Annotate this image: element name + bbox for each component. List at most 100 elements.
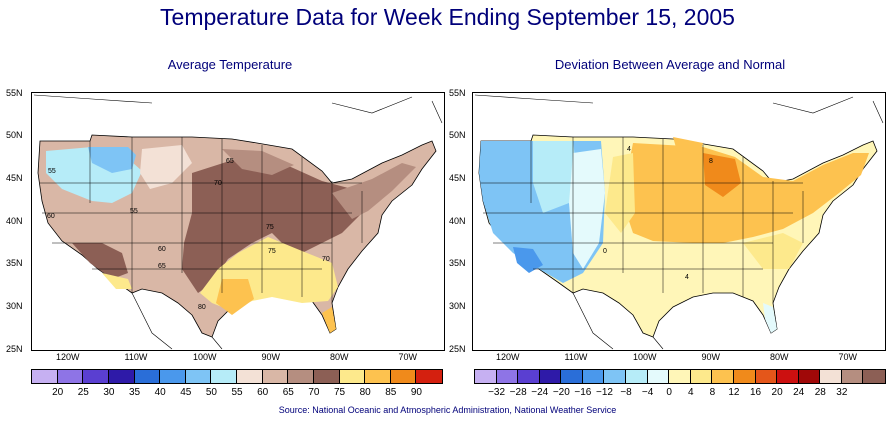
right-latitude-label: 35N: [449, 258, 466, 268]
right-latitude-label: 50N: [449, 130, 466, 140]
legend-label: 30: [103, 387, 115, 398]
longitude-label: 110W: [124, 352, 148, 362]
contour-label: 4: [627, 146, 631, 153]
average-temperature-legend: [31, 369, 443, 384]
legend-swatch: [288, 370, 314, 383]
legend-label: −32: [488, 387, 506, 398]
legend-label: 90: [410, 387, 422, 398]
contour-label: 0: [603, 248, 607, 255]
legend-swatch: [475, 370, 497, 383]
longitude-label: 80W: [330, 352, 349, 362]
legend-label: 20: [52, 387, 64, 398]
contour-label: 80: [198, 304, 206, 311]
longitude-label: 70W: [398, 352, 418, 362]
left-panel-subtitle: Average Temperature: [167, 57, 293, 72]
legend-label: 28: [814, 387, 826, 398]
legend-swatch: [57, 370, 84, 383]
legend-label: 85: [385, 387, 397, 398]
right-latitude-label: 30N: [449, 301, 466, 311]
longitude-label: 90W: [261, 352, 281, 362]
legend-swatch: [539, 370, 562, 383]
legend-label: −4: [641, 387, 654, 398]
legend-swatch: [211, 370, 237, 383]
contour-label: 65: [226, 158, 234, 165]
longitude-label: 110W: [564, 352, 588, 362]
deviation-legend: [474, 369, 886, 384]
legend-swatch: [863, 370, 885, 383]
legend-swatch: [496, 370, 519, 383]
legend-swatch: [390, 370, 417, 383]
legend-swatch: [262, 370, 289, 383]
left-latitude-label: 25N: [6, 344, 23, 354]
legend-label: 65: [282, 387, 294, 398]
contour-label: 55: [130, 208, 138, 215]
contour-label: 75: [268, 248, 276, 255]
legend-swatch: [798, 370, 821, 383]
left-latitude-label: 55N: [6, 88, 23, 98]
legend-swatch: [647, 370, 670, 383]
legend-label: −8: [620, 387, 632, 398]
legend-swatch: [841, 370, 864, 383]
legend-label: 50: [205, 387, 217, 398]
legend-label: 40: [154, 387, 166, 398]
right-panel-subtitle: Deviation Between Average and Normal: [554, 57, 786, 72]
legend-swatch: [108, 370, 135, 383]
contour-label: 75: [266, 224, 274, 231]
legend-swatch: [83, 370, 109, 383]
contour-label: 70: [214, 180, 222, 187]
legend-swatch: [339, 370, 366, 383]
longitude-label: 100W: [633, 352, 657, 362]
temperature-deviation-map: 8 0 4 4: [472, 92, 886, 351]
legend-label: 0: [666, 387, 672, 398]
legend-label: 35: [128, 387, 141, 398]
contour-label: 70: [322, 256, 330, 263]
legend-swatch: [582, 370, 605, 383]
right-latitude-label: 40N: [449, 216, 466, 226]
legend-swatch: [365, 370, 391, 383]
legend-label: 32: [836, 387, 848, 398]
legend-swatch: [237, 370, 263, 383]
legend-label: 55: [231, 387, 243, 398]
left-latitude-label: 40N: [6, 216, 23, 226]
legend-label: 25: [77, 387, 89, 398]
contour-label: 60: [158, 246, 166, 253]
legend-swatch: [669, 370, 691, 383]
legend-label: 75: [333, 387, 346, 398]
legend-label: −24: [531, 387, 549, 398]
longitude-label: 70W: [838, 352, 858, 362]
longitude-label: 90W: [701, 352, 721, 362]
legend-label: −28: [509, 387, 527, 398]
legend-label: 16: [749, 387, 762, 398]
left-latitude-label: 45N: [6, 173, 23, 183]
legend-label: 60: [257, 387, 269, 398]
legend-swatch: [561, 370, 583, 383]
longitude-label: 80W: [770, 352, 789, 362]
left-latitude-label: 30N: [6, 301, 23, 311]
legend-swatch: [185, 370, 212, 383]
page-title: Temperature Data for Week Ending Septemb…: [160, 4, 735, 30]
legend-swatch: [755, 370, 778, 383]
legend-swatch: [690, 370, 713, 383]
contour-label: 65: [158, 263, 166, 270]
legend-swatch: [134, 370, 161, 383]
left-latitude-label: 50N: [6, 130, 23, 140]
legend-label: −16: [574, 387, 592, 398]
legend-label: 80: [359, 387, 371, 398]
legend-label: 12: [728, 387, 740, 398]
longitude-label: 120W: [496, 352, 520, 362]
longitude-label: 100W: [193, 352, 217, 362]
contour-label: 4: [685, 274, 689, 281]
legend-swatch: [733, 370, 756, 383]
legend-label: 4: [688, 387, 694, 398]
legend-label: 24: [793, 387, 805, 398]
above-normal-region: [623, 143, 869, 243]
warm-core: [182, 157, 362, 293]
legend-swatch: [820, 370, 842, 383]
contour-label: 60: [47, 213, 55, 220]
contour-label: 8: [709, 158, 713, 165]
legend-swatch: [777, 370, 799, 383]
legend-label: −12: [595, 387, 613, 398]
average-temperature-map: 55 60 55 65 70 75 60 65 75 70 80: [31, 92, 445, 351]
legend-label: 8: [709, 387, 716, 398]
contour-label: 55: [48, 168, 56, 175]
